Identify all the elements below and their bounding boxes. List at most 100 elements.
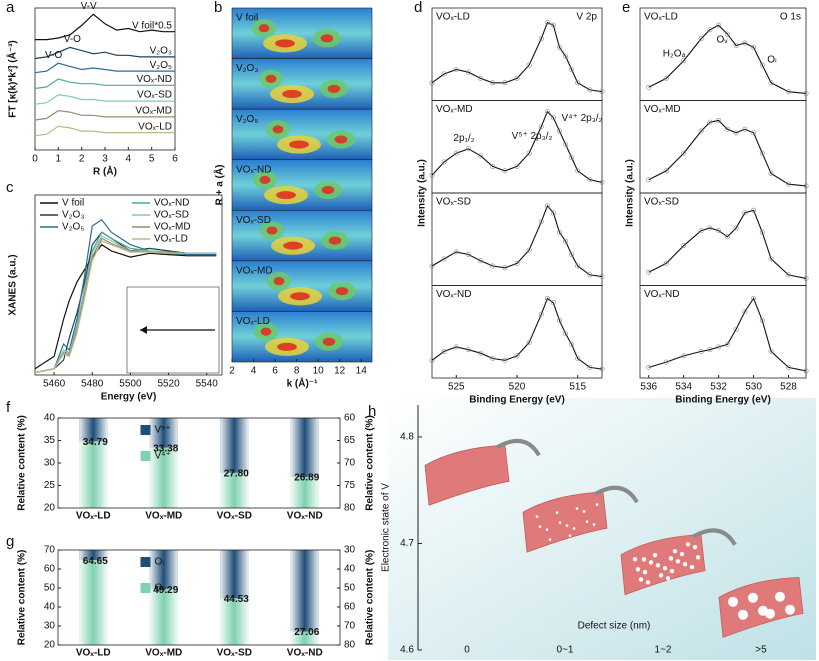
x-tick-label: 2 [229, 366, 235, 377]
x-tick-label: >5 [755, 645, 767, 656]
y2-tick-label: 40 [344, 564, 356, 575]
y-tick-label: 30 [44, 621, 56, 632]
wavelet-core [335, 287, 349, 296]
panel-letter: h [368, 403, 376, 420]
x-tick-label: VOₓ-LD [76, 511, 111, 522]
data-point [569, 252, 575, 258]
data-point [716, 344, 722, 350]
x-tick-label: 5460 [43, 379, 66, 390]
sheet [424, 444, 510, 506]
y2-tick-label: 80 [344, 503, 356, 514]
bar-fade [220, 418, 249, 508]
data-point [538, 219, 544, 225]
data-point [716, 117, 722, 123]
x-tick-label: 530 [745, 382, 762, 393]
data-point [490, 356, 496, 362]
defect [538, 525, 542, 528]
data-point [465, 347, 471, 353]
defect [685, 542, 691, 547]
x-tick-label: 1 [56, 154, 62, 165]
data-point [556, 229, 562, 235]
data-point [453, 249, 459, 255]
y2-tick-label: 65 [344, 435, 356, 446]
data-point [587, 272, 593, 278]
strip-label: VOₓ-ND [236, 164, 272, 175]
data-point [575, 168, 581, 174]
value-label: 44.53 [224, 594, 249, 605]
x-axis-label: R (Å) [93, 165, 117, 178]
y2-tick-label: 60 [344, 413, 356, 424]
wavelet-core [322, 337, 336, 346]
data-point [563, 53, 569, 59]
legend-swatch [140, 557, 151, 567]
series-line [34, 231, 217, 374]
wavelet-core [272, 125, 284, 134]
annotation: H₂Oₐ [663, 49, 686, 60]
x-tick-label: 0~1 [557, 645, 574, 656]
annotation: V-V [81, 1, 97, 12]
panel-letter: d [414, 0, 422, 16]
y2-tick-label: 50 [344, 583, 356, 594]
annotation: V-O [45, 50, 62, 61]
y2-tick-label: 70 [344, 458, 356, 469]
x-tick-label: 5520 [157, 379, 180, 390]
data-point [569, 67, 575, 73]
data-point [514, 163, 520, 169]
data-point [526, 340, 532, 346]
legend-label: V₂O₃ [62, 210, 84, 221]
x-tick-label: 5500 [119, 379, 142, 390]
defect [748, 592, 758, 603]
data-point [556, 44, 562, 50]
data-point [759, 62, 765, 68]
x-tick-label: 5480 [81, 379, 104, 390]
data-point [599, 366, 605, 372]
fit-line [431, 297, 603, 370]
x-tick-label: 0 [464, 645, 470, 656]
defect [692, 544, 698, 550]
data-point [707, 119, 713, 125]
series-line [34, 62, 175, 74]
data-point [751, 44, 757, 50]
data-point [599, 274, 605, 280]
y-tick-label: 4.6 [400, 645, 414, 656]
data-point [526, 150, 532, 156]
strip-label: VOₓ-ND [644, 289, 680, 300]
defect [648, 560, 654, 565]
wavelet-core [290, 292, 310, 301]
data-point [599, 89, 605, 95]
annotation: Oₗ [767, 55, 777, 66]
x-tick-label: 4 [251, 366, 257, 377]
legend-label: VOₓ-LD [154, 234, 188, 245]
defect [669, 568, 675, 574]
y-tick-label: 4.8 [400, 432, 414, 443]
defect [585, 520, 589, 523]
strip-label: VOₓ-ND [436, 289, 472, 300]
legend-label: V₂O₅ [62, 222, 84, 233]
fit-line [648, 209, 807, 279]
y2-tick-label: 30 [344, 545, 356, 556]
data-point [707, 27, 713, 33]
defect [595, 503, 599, 506]
strip-label: V foil [236, 13, 258, 24]
annotation: Oᵥ [717, 35, 729, 46]
value-label: 49.29 [153, 585, 178, 596]
x-tick-label: 4 [126, 154, 132, 165]
defect [632, 556, 638, 562]
x-axis-label: k (Å)⁻¹ [287, 377, 319, 390]
legend-label: VOₓ-ND [154, 198, 190, 209]
data-point [550, 210, 556, 216]
data-point [538, 36, 544, 42]
strip-frame [639, 285, 807, 379]
defect [565, 524, 569, 527]
data-point [502, 80, 508, 86]
data-point [569, 341, 575, 347]
data-point [716, 22, 722, 28]
data-point [724, 341, 730, 347]
defect [665, 576, 671, 581]
wavelet-core [258, 24, 270, 33]
bar-fade [220, 550, 249, 645]
y-tick-label: 40 [44, 413, 56, 424]
data-point [502, 265, 508, 271]
strip-label: VOₓ-SD [236, 215, 271, 226]
data-point [751, 130, 757, 136]
